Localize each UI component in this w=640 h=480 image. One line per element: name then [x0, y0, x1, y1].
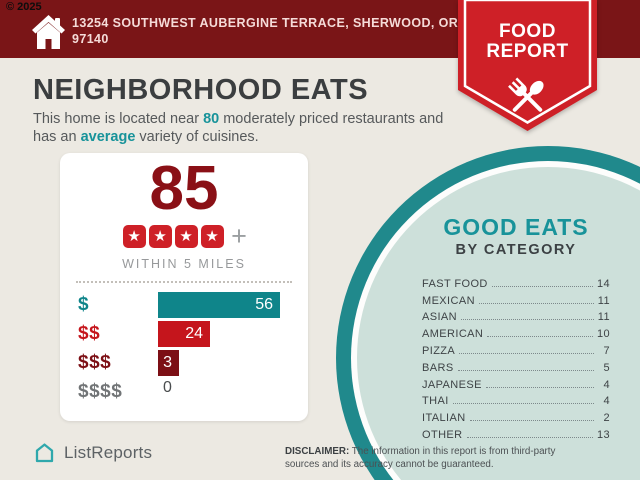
category-count: 11	[597, 311, 610, 324]
brand-name: ListReports	[64, 442, 153, 462]
price-bar: 56	[158, 292, 280, 319]
address-line2: 97140	[72, 32, 109, 47]
category-label: OTHER	[422, 428, 463, 441]
plus-icon: +	[231, 221, 247, 252]
disclaimer-label: DISCLAIMER:	[285, 446, 350, 457]
category-row: OTHER 13	[422, 424, 610, 441]
category-count: 4	[603, 395, 610, 408]
category-row: MEXICAN 11	[422, 290, 610, 307]
category-label: BARS	[422, 361, 454, 374]
subtitle-text: has an	[33, 129, 81, 146]
star-icon: ★	[148, 225, 172, 249]
food-report-badge: FOOD REPORT	[458, 0, 597, 132]
category-row: AMERICAN 10	[422, 323, 610, 340]
listreports-logo: ListReports	[33, 441, 152, 464]
dotted-leader	[461, 319, 594, 321]
good-eats-title: GOOD EATS	[443, 214, 589, 240]
dotted-leader	[478, 302, 594, 304]
price-bar: 3	[158, 350, 179, 377]
category-count: 2	[603, 412, 610, 425]
category-label: ASIAN	[422, 311, 458, 324]
category-label: FAST FOOD	[422, 277, 488, 290]
ribbon-shape	[458, 0, 597, 131]
subtitle-highlight: average	[80, 129, 136, 146]
price-level-label: $	[78, 294, 90, 316]
disclaimer: DISCLAIMER: The information in this repo…	[285, 446, 587, 471]
bar-track: 0	[158, 379, 280, 405]
badge-line2: REPORT	[486, 41, 569, 63]
category-label: MEXICAN	[422, 294, 475, 307]
dotted-leader	[487, 336, 593, 338]
dotted-leader	[469, 420, 594, 422]
category-count: 4	[603, 378, 610, 391]
dotted-leader	[457, 369, 594, 371]
category-label: JAPANESE	[422, 378, 482, 391]
page-subtitle: This home is located near 80 moderately …	[33, 110, 463, 146]
crossed-utensils-icon	[508, 77, 544, 112]
dotted-leader	[466, 436, 593, 438]
category-count: 10	[596, 328, 610, 341]
badge-line1: FOOD	[499, 21, 556, 42]
price-level-label: $$	[78, 323, 101, 345]
price-bar-row: $$$$ 0	[78, 379, 290, 405]
dotted-leader	[452, 403, 594, 405]
restaurant-score: 85	[149, 154, 219, 223]
good-eats-circle: GOOD EATS BY CATEGORY FAST FOOD 14 MEXICAN…	[336, 146, 640, 480]
price-bar: 24	[158, 321, 210, 348]
radius-caption: WITHIN 5 MILES	[122, 257, 246, 272]
copyright-text: © 2025	[6, 1, 42, 13]
price-bar-chart: $56 $$ 24 $$$ 3 $$$$ 0	[60, 292, 308, 405]
subtitle-text: variety of cuisines.	[135, 129, 259, 146]
category-count: 13	[596, 428, 610, 441]
address-line1: 13254 SOUTHWEST AUBERGINE TERRACE, SHERW…	[72, 16, 459, 30]
disclaimer-text: The information in this report is from t…	[285, 446, 556, 470]
star-icon: ★	[122, 225, 146, 249]
listreports-house-icon	[35, 443, 54, 463]
subtitle-text: This home is located near	[33, 111, 204, 127]
category-row: THAI 4	[422, 391, 610, 408]
category-row: ITALIAN 2	[422, 407, 610, 424]
category-row: BARS 5	[422, 357, 610, 374]
category-row: PIZZA 7	[422, 340, 610, 357]
page-title: NEIGHBORHOOD EATS	[33, 74, 369, 106]
category-row: JAPANESE 4	[422, 374, 610, 391]
category-count: 14	[596, 277, 610, 290]
star-icon: ★	[200, 225, 224, 249]
dotted-leader	[485, 386, 594, 388]
score-card: 85 ★ ★ ★ ★ + WITHIN 5 MILES $56 $$ 24 $$$ 3 $$$$ 0	[60, 153, 308, 421]
bar-track: 24	[158, 321, 280, 348]
property-address: 13254 SOUTHWEST AUBERGINE TERRACE, SHERW…	[72, 15, 458, 48]
category-label: ITALIAN	[422, 412, 466, 425]
price-bar-row: $$$ 3	[78, 350, 290, 377]
category-list: FAST FOOD 14 MEXICAN 11 ASIAN 11 AMERICAN 10 PIZ…	[422, 273, 610, 441]
category-row: ASIAN 11	[422, 307, 610, 324]
subtitle-text: moderately priced restaurants and	[219, 111, 444, 127]
category-label: THAI	[422, 395, 449, 408]
home-icon	[30, 13, 67, 56]
category-row: FAST FOOD 14	[422, 273, 610, 290]
category-label: AMERICAN	[422, 328, 484, 341]
badge-title: FOOD REPORT	[458, 21, 597, 63]
price-level-label: $$$	[78, 352, 112, 374]
price-level-label: $$$$	[78, 381, 123, 403]
category-label: PIZZA	[422, 344, 456, 357]
price-bar-row: $$ 24	[78, 321, 290, 348]
category-count: 5	[603, 361, 610, 374]
subtitle-highlight: 80	[203, 111, 220, 127]
category-count: 7	[603, 344, 610, 357]
zero-value: 0	[163, 379, 172, 397]
star-rating: ★ ★ ★ ★ +	[60, 223, 308, 250]
good-eats-panel: GOOD EATS BY CATEGORY FAST FOOD 14 MEXICAN…	[400, 214, 632, 441]
bar-track: 56	[158, 292, 280, 319]
good-eats-subtitle: BY CATEGORY	[455, 242, 577, 258]
dotted-leader	[459, 352, 594, 354]
bar-track: 3	[158, 350, 280, 377]
price-bar-row: $56	[78, 292, 290, 319]
star-icon: ★	[174, 225, 198, 249]
dotted-divider	[76, 281, 292, 284]
category-count: 11	[597, 294, 610, 307]
dotted-leader	[491, 285, 593, 287]
